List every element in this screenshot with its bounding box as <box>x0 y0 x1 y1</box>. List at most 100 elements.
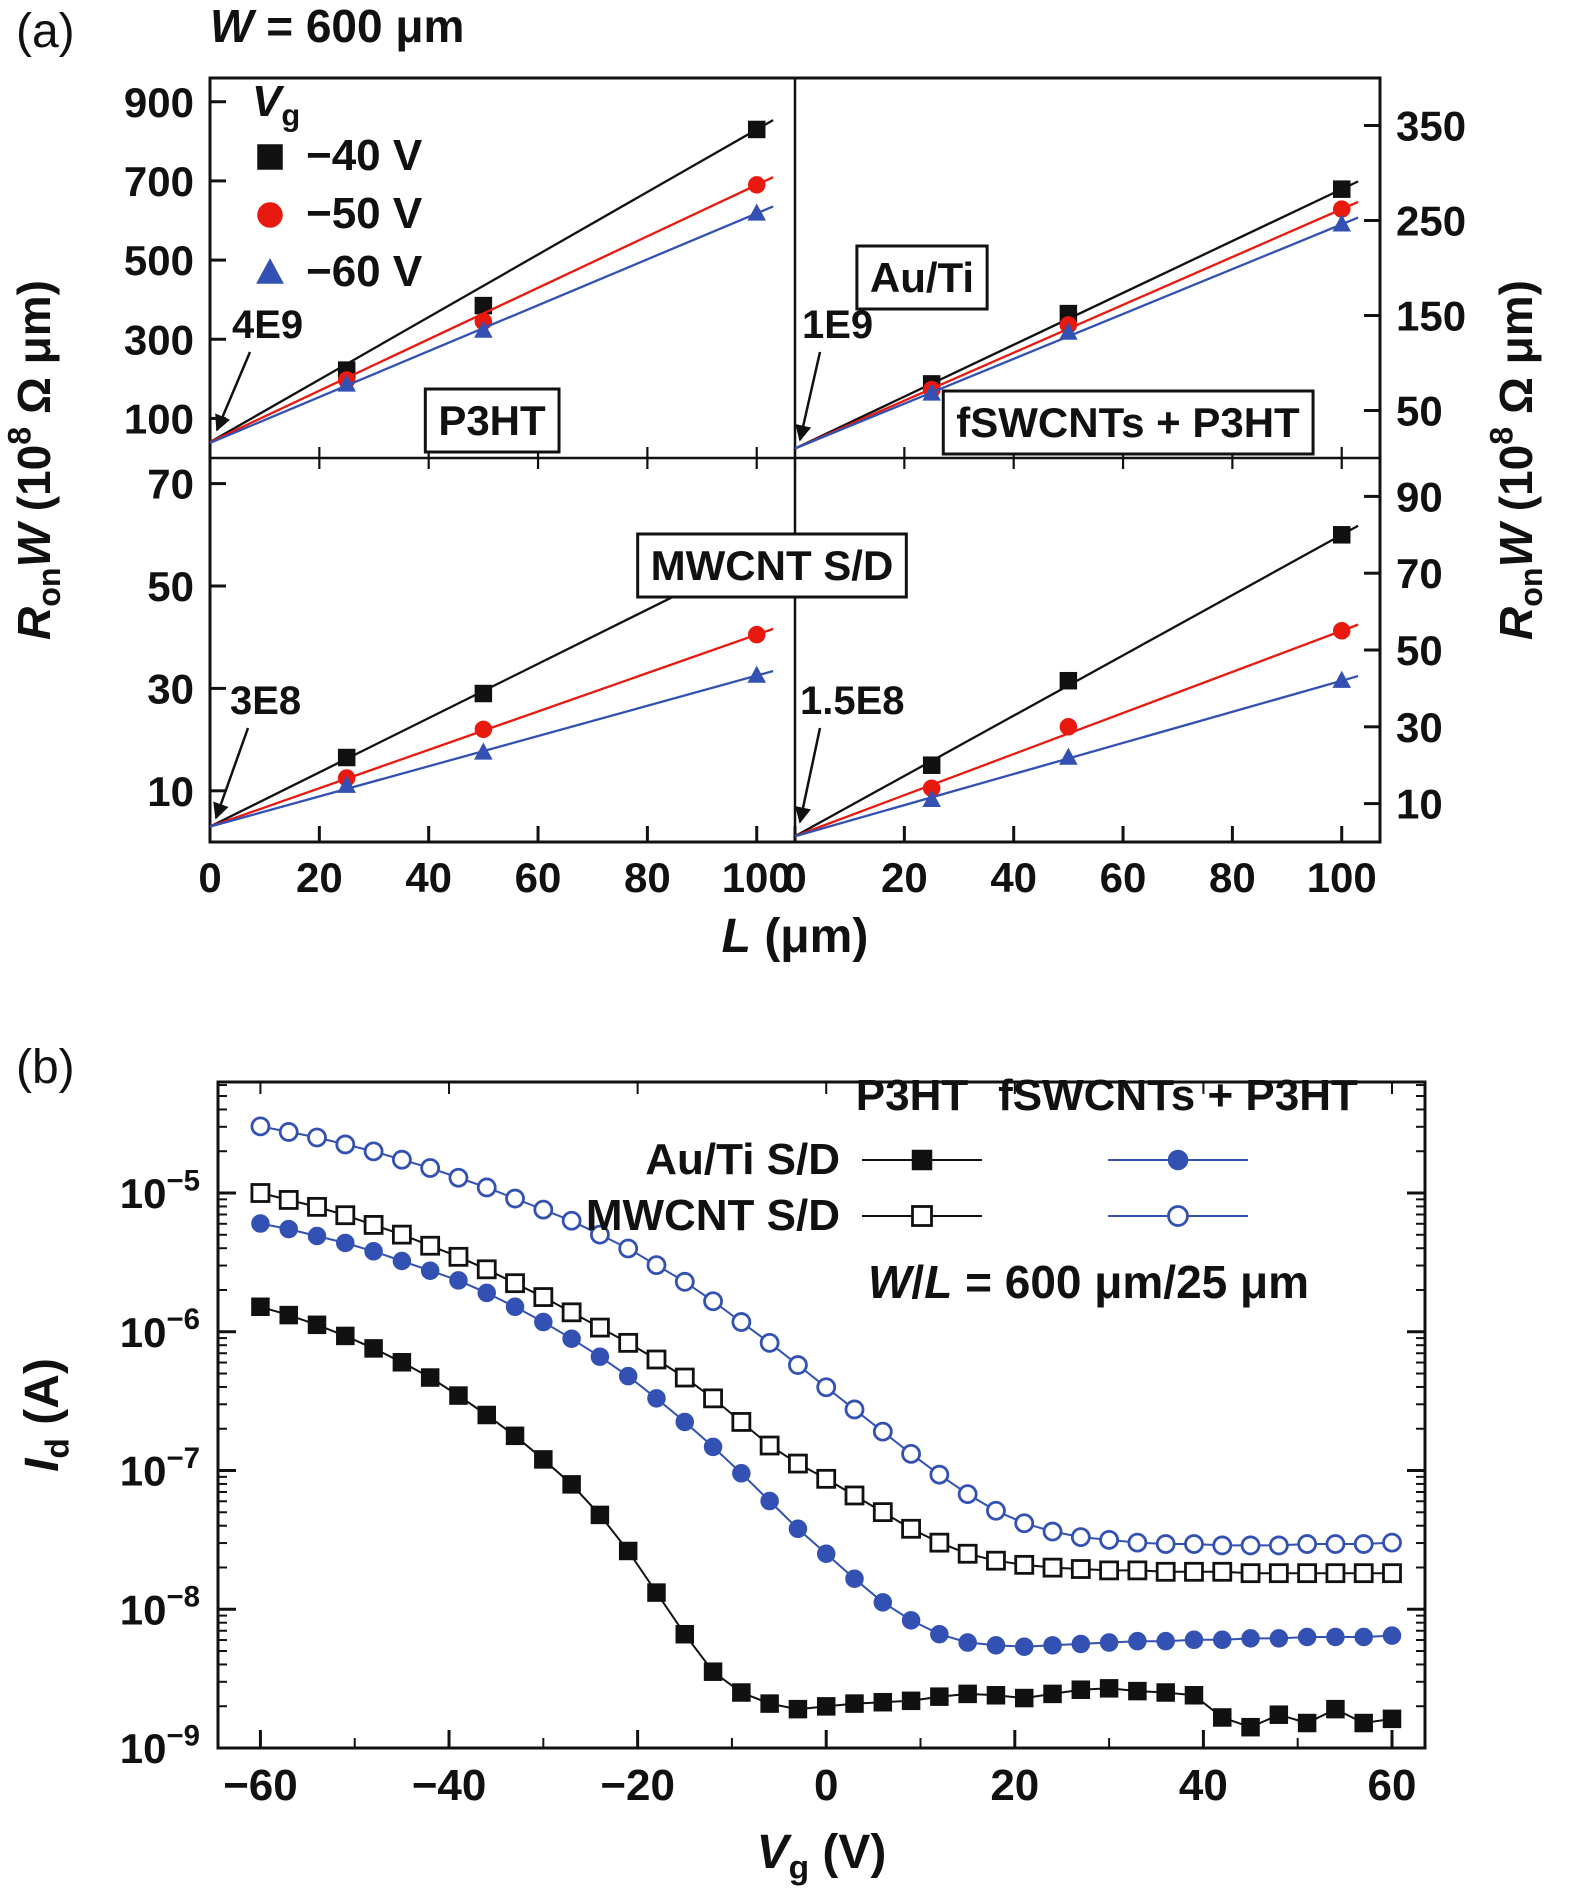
square-marker <box>873 1692 893 1712</box>
fit-line <box>794 623 1359 838</box>
square-marker <box>391 1224 412 1245</box>
panel-a-x-axis-label: L (μm) <box>722 910 869 963</box>
square-marker <box>1326 1699 1345 1719</box>
transfer-curve-fswcnts-p3ht-au-ti-s-d <box>251 1214 1402 1656</box>
circle-marker <box>590 1347 610 1366</box>
fit-line <box>794 674 1359 838</box>
circle-marker <box>448 1167 469 1188</box>
square-marker <box>911 1205 933 1227</box>
square-marker <box>1325 1563 1346 1584</box>
square-marker <box>957 1543 978 1564</box>
x-tick-label: 60 <box>515 854 562 901</box>
circle-marker <box>562 1329 581 1348</box>
series-vg-−60 V <box>794 214 1359 450</box>
x-tick-label: 80 <box>1209 854 1256 901</box>
square-marker <box>1127 1560 1148 1581</box>
x-tick-label: −60 <box>223 1761 298 1810</box>
fit-line <box>794 216 1359 450</box>
legend-title: Vg <box>252 77 300 133</box>
circle-marker <box>534 1312 553 1332</box>
square-marker <box>477 1405 496 1425</box>
region-label-fswcnt: fSWCNTs + P3HT <box>941 389 1315 456</box>
circle-marker <box>759 1332 780 1353</box>
square-marker <box>618 1541 638 1561</box>
square-marker <box>420 1368 440 1387</box>
circle-marker <box>307 1127 327 1148</box>
square-marker <box>646 1349 667 1370</box>
circle-marker <box>958 1633 977 1652</box>
square-marker <box>363 1215 384 1235</box>
triangle-marker <box>747 203 767 221</box>
square-marker <box>1014 1554 1035 1575</box>
triangle-marker <box>1332 214 1352 232</box>
region-label-box <box>941 389 1315 456</box>
panel-b-frame <box>216 1080 1427 1750</box>
square-marker <box>1241 1717 1260 1737</box>
circle-marker <box>1326 1627 1345 1647</box>
legend-item-label: −50 V <box>306 189 423 238</box>
circle-marker <box>1382 1532 1402 1553</box>
y-tick-label: 700 <box>124 158 194 205</box>
x-tick-label: 60 <box>1100 854 1147 901</box>
intercept-annotation: 1.5E8 <box>795 679 905 824</box>
subplot-bottom-left: 10 30 50 70 <box>147 461 774 828</box>
circle-marker <box>816 1377 837 1398</box>
circle-marker <box>845 1569 864 1588</box>
circle-marker <box>1099 1529 1120 1550</box>
circle-marker <box>363 1141 384 1162</box>
x-tick-label: 100 <box>722 854 792 901</box>
circle-marker <box>703 1437 723 1457</box>
triangle-marker <box>256 258 284 284</box>
y-tick-label: 250 <box>1396 198 1466 245</box>
square-marker <box>449 1386 468 1405</box>
circle-marker <box>957 1484 978 1504</box>
legend-col-p3ht: P3HT <box>856 1071 969 1120</box>
transfer-curve-p3ht-mwcnt-s-d <box>250 1183 1402 1584</box>
series-vg-−50 V <box>209 625 774 828</box>
circle-marker <box>703 1291 723 1312</box>
circle-marker <box>760 1491 779 1511</box>
panel-a-left-y-axis-label: RonW (108 Ω μm) <box>2 280 67 640</box>
square-marker <box>930 1687 949 1706</box>
circle-marker <box>1268 1535 1289 1556</box>
square-marker <box>1382 1563 1402 1584</box>
intercept-annotation-text: 1E9 <box>802 303 873 347</box>
square-marker <box>1099 1560 1120 1581</box>
circle-marker <box>1099 1633 1119 1652</box>
square-marker <box>392 1353 412 1372</box>
square-marker <box>1268 1563 1289 1584</box>
square-marker <box>448 1246 469 1267</box>
legend-item-label: −40 V <box>306 131 423 180</box>
region-label-box <box>636 532 908 599</box>
x-tick-label: 0 <box>198 854 221 901</box>
square-marker <box>1071 1680 1091 1699</box>
circle-marker <box>477 1283 496 1303</box>
intercept-annotation: 4E9 <box>215 303 303 432</box>
y-tick-label: 30 <box>147 665 194 712</box>
square-marker <box>278 1190 299 1210</box>
circle-marker <box>873 1593 893 1612</box>
circle-marker <box>505 1297 525 1317</box>
square-marker <box>1128 1681 1147 1701</box>
intercept-annotation-text: 4E9 <box>232 303 303 347</box>
circle-marker <box>1241 1629 1260 1648</box>
y-tick-label: 70 <box>147 461 194 508</box>
circle-marker <box>1332 622 1351 640</box>
circle-marker <box>732 1464 751 1483</box>
square-marker <box>337 748 356 767</box>
square-marker <box>911 1149 933 1171</box>
square-marker <box>476 1259 497 1280</box>
circle-marker <box>1325 1534 1346 1554</box>
square-marker <box>1213 1708 1232 1727</box>
panel-b-y-axis-label: Id (A) <box>16 1358 77 1472</box>
region-label-box <box>423 387 561 454</box>
circle-marker <box>986 1636 1006 1655</box>
circle-marker <box>731 1312 752 1332</box>
square-marker <box>732 1683 751 1702</box>
x-tick-label: 40 <box>405 854 452 901</box>
square-marker <box>364 1339 383 1358</box>
square-marker <box>986 1550 1006 1571</box>
circle-marker <box>533 1199 554 1220</box>
square-marker <box>731 1412 752 1432</box>
